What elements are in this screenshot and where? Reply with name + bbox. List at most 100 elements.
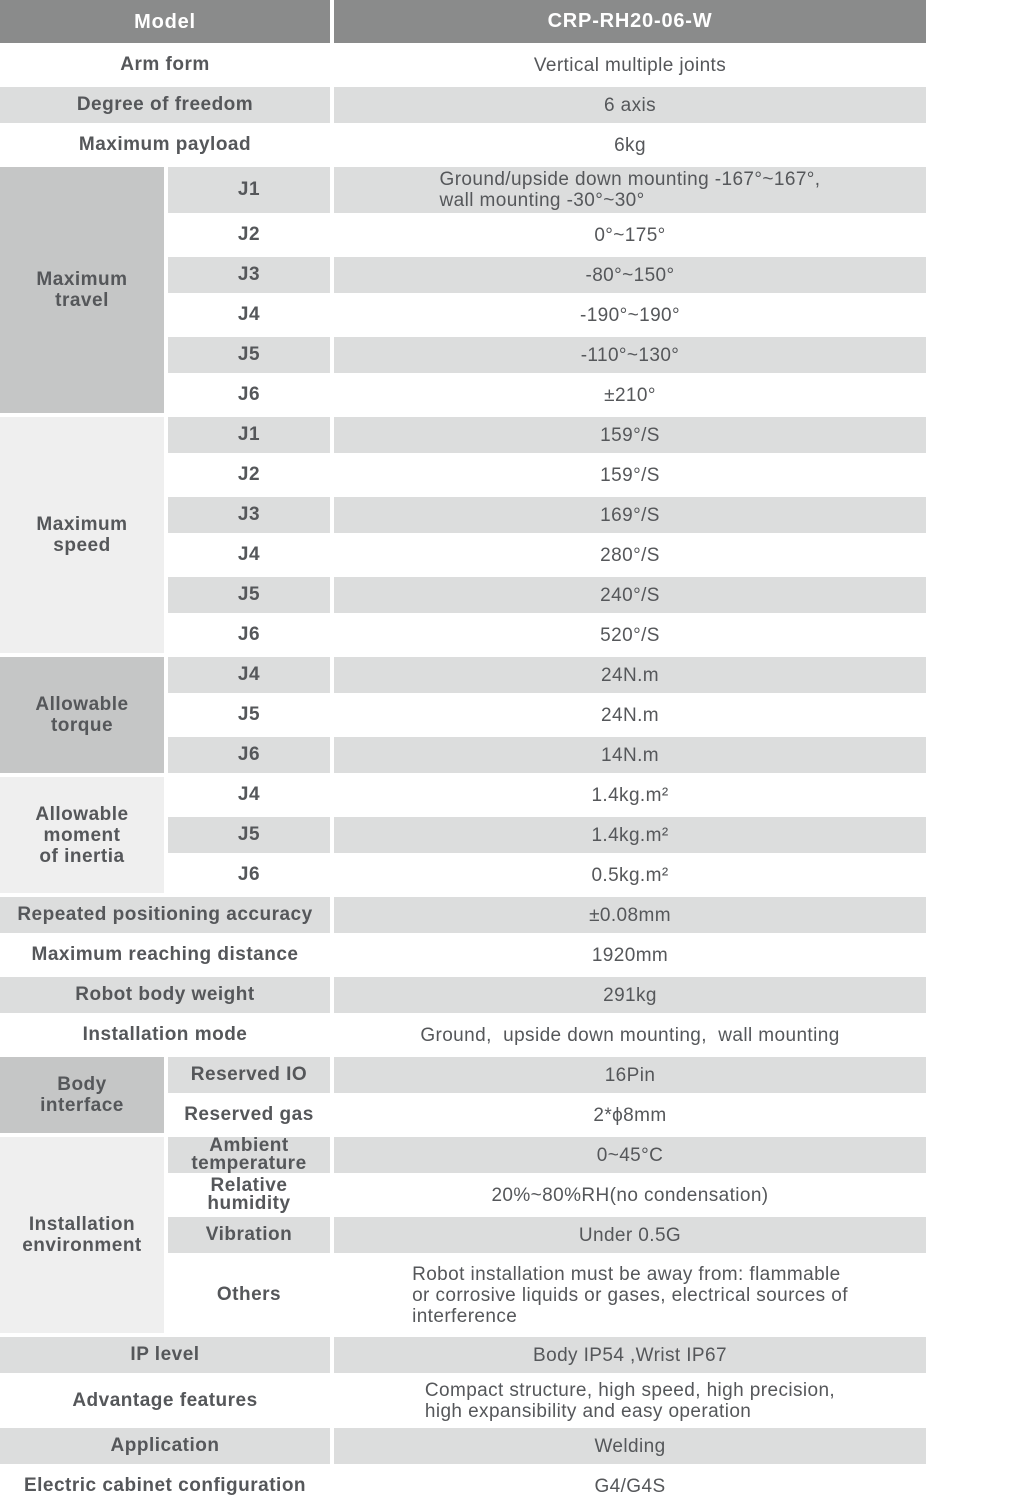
spec-row: J6 ±210° xyxy=(168,377,926,413)
spec-row: Robot body weight 291kg xyxy=(0,977,926,1013)
spec-value-cell: Under 0.5G xyxy=(334,1217,926,1253)
spec-value: 280°/S xyxy=(600,544,660,566)
model-header-row: Model CRP-RH20-06-W xyxy=(0,0,926,43)
sub-label-cell: Ambient temperature xyxy=(168,1135,330,1174)
spec-label-cell: IP level xyxy=(0,1337,330,1373)
spec-label-cell: Robot body weight xyxy=(0,977,330,1013)
spec-value-cell: Vertical multiple joints xyxy=(334,47,926,83)
spec-row: Arm form Vertical multiple joints xyxy=(0,47,926,83)
sub-label-cell: J6 xyxy=(168,617,330,653)
spec-value: 159°/S xyxy=(600,464,660,486)
sub-label-cell: J5 xyxy=(168,337,330,373)
spec-value-cell: Ground, upside down mounting, wall mount… xyxy=(334,1017,926,1053)
sub-label: Ambient temperature xyxy=(191,1135,307,1174)
spec-value-cell: Robot installation must be away from: fl… xyxy=(334,1257,926,1333)
sub-label: J4 xyxy=(237,304,261,325)
spec-value: Ground/upside down mounting -167°~167°, … xyxy=(439,169,821,211)
spec-label: Arm form xyxy=(120,54,210,75)
spec-value: 6 axis xyxy=(603,94,657,116)
sub-label: J2 xyxy=(237,224,261,245)
sub-label-cell: J5 xyxy=(168,697,330,733)
group-label: Body interface xyxy=(40,1074,124,1116)
sub-label: J5 xyxy=(237,824,261,845)
group-label: Allowable moment of inertia xyxy=(35,803,129,867)
spec-value-cell: 6kg xyxy=(334,127,926,163)
sub-label: J3 xyxy=(237,264,261,285)
model-header-label: Model xyxy=(134,10,196,33)
sub-label-cell: J6 xyxy=(168,377,330,413)
group-label-cell: Maximum speed xyxy=(0,417,164,653)
model-header-value-cell: CRP-RH20-06-W xyxy=(334,0,926,43)
spec-value: 20%~80%RH(no condensation) xyxy=(491,1184,769,1206)
spec-label-cell: Repeated positioning accuracy xyxy=(0,897,330,933)
spec-row: J4 -190°~190° xyxy=(168,297,926,333)
sub-label-cell: J5 xyxy=(168,577,330,613)
model-header-label-cell: Model xyxy=(0,0,330,43)
spec-label: Maximum payload xyxy=(78,134,252,155)
spec-value-cell: 14N.m xyxy=(334,737,926,773)
group-label-cell: Maximum travel xyxy=(0,167,164,413)
sub-label: Vibration xyxy=(205,1224,293,1245)
spec-value: Robot installation must be away from: fl… xyxy=(412,1263,848,1327)
spec-label: Maximum reaching distance xyxy=(31,944,299,965)
spec-value: -110°~130° xyxy=(580,344,680,366)
spec-value: Under 0.5G xyxy=(578,1224,682,1246)
spec-value: Ground, upside down mounting, wall mount… xyxy=(420,1024,840,1046)
spec-value-cell: -190°~190° xyxy=(334,297,926,333)
spec-group: Allowable moment of inertia J4 1.4kg.m² J5 1… xyxy=(0,777,926,893)
sub-label-cell: J4 xyxy=(168,657,330,693)
spec-value: 159°/S xyxy=(600,424,660,446)
spec-value: G4/G4S xyxy=(594,1475,666,1497)
spec-value-cell: Ground/upside down mounting -167°~167°, … xyxy=(334,167,926,213)
group-rows: J4 24N.m J5 24N.m J6 14N.m xyxy=(168,657,926,773)
sub-label-cell: Relative humidity xyxy=(168,1176,330,1213)
spec-row: J6 520°/S xyxy=(168,617,926,653)
sub-label-cell: J3 xyxy=(168,257,330,293)
spec-value: 2*ϕ8mm xyxy=(593,1104,667,1126)
spec-value: 1.4kg.m² xyxy=(591,824,669,846)
sub-label-cell: J4 xyxy=(168,297,330,333)
spec-value: 24N.m xyxy=(601,664,659,686)
spec-value: -80°~150° xyxy=(585,264,675,286)
spec-row: J2 0°~175° xyxy=(168,217,926,253)
spec-row: J2 159°/S xyxy=(168,457,926,493)
sub-label: J4 xyxy=(237,544,261,565)
sub-label: J4 xyxy=(237,784,261,805)
spec-label: Advantage features xyxy=(72,1389,258,1411)
spec-value: 0.5kg.m² xyxy=(591,864,669,886)
sub-label: Reserved IO xyxy=(190,1064,308,1085)
spec-value-cell: 1.4kg.m² xyxy=(334,777,926,813)
spec-row: J1 159°/S xyxy=(168,417,926,453)
spec-value: 24N.m xyxy=(601,704,659,726)
robot-spec-table: Model CRP-RH20-06-W Arm form Vertical multi… xyxy=(0,0,926,1497)
sub-label: J3 xyxy=(237,504,261,525)
group-rows: Ambient temperature 0~45°C Relative humidi… xyxy=(168,1135,926,1333)
spec-value-cell: 0.5kg.m² xyxy=(334,857,926,893)
spec-row: J6 14N.m xyxy=(168,737,926,773)
spec-row: Reserved IO 16Pin xyxy=(168,1057,926,1093)
spec-row: J5 -110°~130° xyxy=(168,337,926,373)
spec-value-cell: 16Pin xyxy=(334,1057,926,1093)
group-rows: Reserved IO 16Pin Reserved gas 2*ϕ8mm xyxy=(168,1057,926,1133)
sub-label: J2 xyxy=(237,464,261,485)
spec-row: Relative humidity 20%~80%RH(no condensati… xyxy=(168,1176,926,1213)
spec-value: 16Pin xyxy=(604,1064,656,1086)
group-label-cell: Allowable moment of inertia xyxy=(0,777,164,893)
spec-row: Application Welding xyxy=(0,1428,926,1464)
spec-group: Maximum travel J1 Ground/upside down mount… xyxy=(0,167,926,413)
sub-label-cell: J4 xyxy=(168,777,330,813)
spec-label: Degree of freedom xyxy=(76,94,254,115)
sub-label-cell: J1 xyxy=(168,417,330,453)
spec-value: 14N.m xyxy=(601,744,659,766)
spec-label-cell: Application xyxy=(0,1428,330,1464)
spec-value-cell: 6 axis xyxy=(334,87,926,123)
spec-label: Installation mode xyxy=(82,1024,248,1045)
spec-row: J3 169°/S xyxy=(168,497,926,533)
spec-value-cell: Compact structure, high speed, high prec… xyxy=(334,1377,926,1424)
spec-value: 291kg xyxy=(603,984,657,1006)
spec-label: Electric cabinet configuration xyxy=(23,1475,307,1496)
spec-row: Degree of freedom 6 axis xyxy=(0,87,926,123)
sub-label-cell: J6 xyxy=(168,857,330,893)
sub-label: J6 xyxy=(237,384,261,405)
spec-value-cell: -80°~150° xyxy=(334,257,926,293)
